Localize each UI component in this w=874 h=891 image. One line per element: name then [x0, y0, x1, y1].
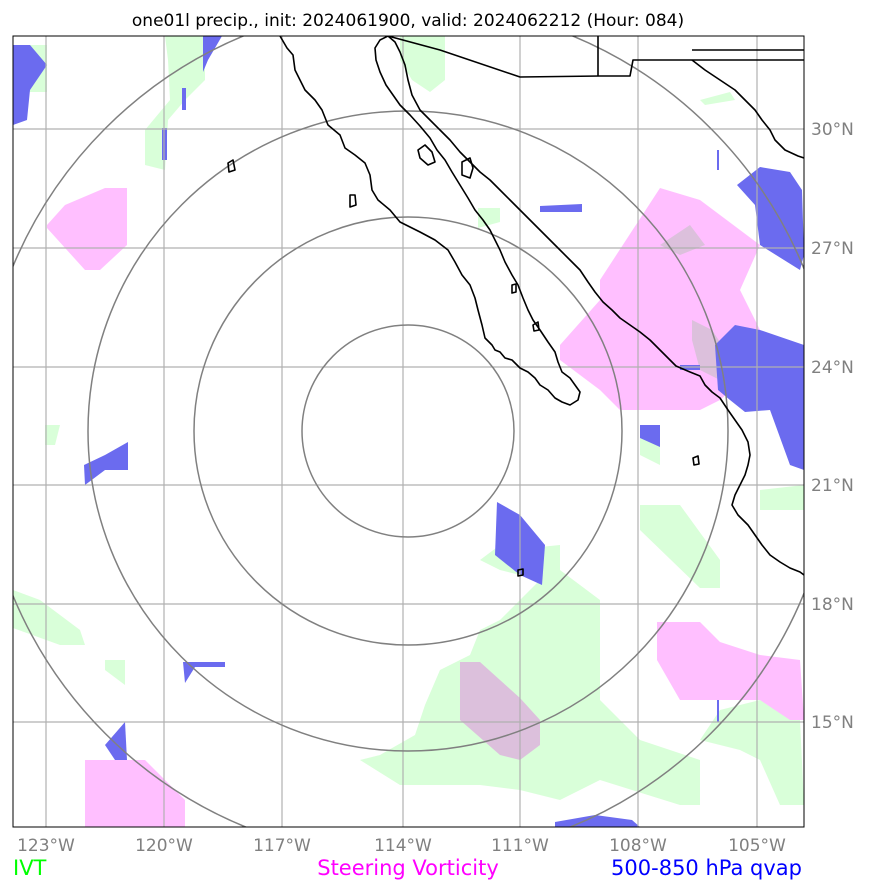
- baja-pacific-coast: [279, 36, 581, 406]
- longitude-labels: 123°W 120°W 117°W 114°W 111°W 108°W 105°…: [17, 836, 786, 856]
- island: [461, 157, 474, 179]
- sonora-coast-upper: [691, 59, 804, 159]
- vorticity-region: [85, 760, 185, 827]
- mainland-mexico-coast: [387, 36, 804, 576]
- ivt-region: [640, 505, 720, 588]
- lon-label: 114°W: [374, 836, 432, 856]
- island: [349, 194, 357, 208]
- legend-ivt: IVT: [13, 856, 47, 880]
- qvap-region: [717, 150, 719, 170]
- island: [692, 455, 700, 466]
- vorticity-region: [657, 622, 804, 720]
- ivt-region: [478, 208, 500, 228]
- lon-label: 105°W: [728, 836, 786, 856]
- ivt-region: [400, 36, 445, 92]
- range-ring-2: [193, 216, 623, 646]
- qvap-region: [640, 425, 660, 447]
- ivt-region: [700, 92, 735, 105]
- range-ring-3: [87, 110, 729, 752]
- qvap-region: [13, 45, 47, 125]
- island: [511, 283, 517, 294]
- lon-label: 108°W: [609, 836, 667, 856]
- map-area: [13, 36, 804, 827]
- qvap-layer: [13, 36, 804, 827]
- lon-label: 111°W: [491, 836, 549, 856]
- qvap-region: [717, 700, 719, 722]
- map-background: [13, 36, 804, 827]
- lat-label: 15°N: [811, 713, 854, 733]
- latitude-labels: 30°N 27°N 24°N 21°N 18°N 15°N: [811, 120, 854, 733]
- range-ring-1: [301, 324, 515, 538]
- qvap-region: [182, 88, 186, 110]
- island: [417, 144, 436, 166]
- qvap-region: [715, 325, 804, 470]
- ivt-layer: [13, 36, 804, 805]
- legend-qvap: 500-850 hPa qvap: [611, 856, 802, 880]
- lat-label: 21°N: [811, 476, 854, 496]
- lat-label: 18°N: [811, 595, 854, 615]
- legend-steering-vorticity: Steering Vorticity: [317, 856, 499, 880]
- ivt-region: [145, 36, 205, 170]
- island: [532, 321, 540, 332]
- island: [227, 159, 236, 173]
- figure-title: one01l precip., init: 2024061900, valid:…: [132, 11, 684, 31]
- us-mexico-border: [387, 36, 804, 78]
- lat-label: 30°N: [811, 120, 854, 140]
- qvap-region: [84, 442, 128, 485]
- qvap-region: [183, 662, 225, 683]
- ivt-region: [360, 545, 700, 805]
- lon-label: 123°W: [17, 836, 75, 856]
- ivt-region: [45, 425, 60, 445]
- lat-label: 27°N: [811, 239, 854, 259]
- qvap-region: [540, 204, 582, 212]
- qvap-region: [203, 36, 222, 72]
- graticule: [13, 36, 804, 827]
- map-frame: [12, 35, 805, 828]
- qvap-region: [737, 167, 804, 270]
- range-rings: [13, 36, 804, 827]
- lat-label: 24°N: [811, 358, 854, 378]
- ivt-region: [760, 485, 804, 510]
- ivt-region: [105, 660, 125, 685]
- ivt-region: [700, 700, 804, 805]
- lon-label: 120°W: [135, 836, 193, 856]
- coastlines: [227, 36, 804, 577]
- vorticity-region: [47, 188, 127, 270]
- island: [517, 568, 524, 577]
- lon-label: 117°W: [253, 836, 311, 856]
- qvap-region: [105, 722, 127, 760]
